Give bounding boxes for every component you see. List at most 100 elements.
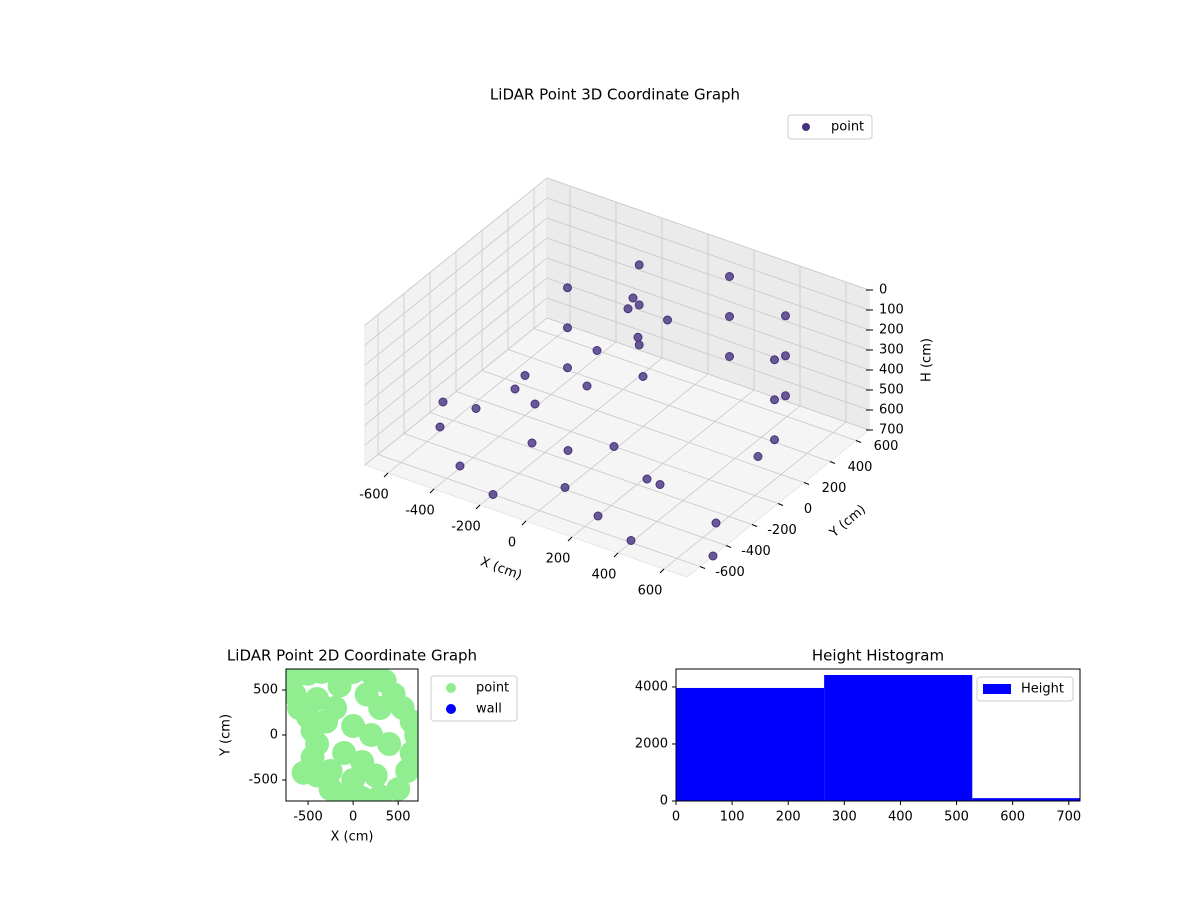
x-tick-label: 100 [720, 810, 745, 825]
x-tick-label: 0 [672, 810, 680, 825]
point [623, 304, 633, 314]
point [471, 404, 481, 413]
point [404, 723, 418, 747]
z-tick-label: 300 [879, 343, 904, 358]
grid-line [546, 257, 870, 371]
y-tick-label: 0 [270, 728, 278, 743]
point [780, 311, 790, 321]
point [780, 391, 790, 401]
z-tick-label: 500 [879, 383, 904, 398]
z-tick-label: 700 [879, 423, 904, 438]
legend-box [787, 114, 873, 140]
grid-line [364, 177, 548, 326]
point [593, 511, 603, 521]
point [609, 442, 619, 451]
x-tick-label: 0 [349, 810, 357, 825]
chart-title: LiDAR Point 2D Coordinate Graph [227, 647, 477, 665]
legend-patch [983, 684, 1011, 694]
x-tick-label: -500 [293, 810, 323, 825]
point [377, 732, 402, 757]
y-tick-label: 500 [253, 682, 278, 697]
grid-line [429, 412, 753, 525]
y-tick-label: 2000 [635, 736, 668, 751]
point [770, 355, 779, 365]
point [286, 682, 307, 707]
x-tick-label: -200 [451, 520, 481, 535]
point [359, 723, 384, 747]
y-axis-label: Y (cm) [219, 714, 234, 757]
point [725, 312, 734, 321]
y-tick [855, 440, 862, 443]
chart-title: LiDAR Point 3D Coordinate Graph [490, 86, 740, 104]
y-tick [725, 545, 732, 548]
grid-line [364, 237, 548, 386]
y-tick-label: -500 [248, 773, 278, 788]
z-tick-label: 200 [879, 323, 904, 338]
x-tick [521, 520, 527, 526]
point [395, 759, 418, 784]
x-tick [613, 552, 619, 558]
y-tick [803, 482, 810, 485]
grid-line [364, 277, 548, 426]
y-tick-label: -400 [741, 544, 771, 559]
point [332, 741, 357, 766]
legend-label: wall [476, 702, 502, 717]
y-tick-label: -600 [715, 565, 745, 580]
point [663, 315, 672, 325]
y-tick-label: 0 [804, 502, 812, 517]
plot-area [286, 669, 418, 801]
point [327, 673, 352, 698]
z-tick-label: 600 [879, 403, 904, 418]
axes-hist: 0 100 200 300 400 500 600 700 0 2000 4000 Height Hi… [635, 647, 1081, 825]
point [354, 682, 379, 707]
point [626, 536, 636, 545]
legend-label: point [476, 681, 509, 696]
axes-frame [675, 668, 1081, 802]
point [435, 422, 445, 432]
point [314, 709, 339, 734]
x-tick [383, 472, 389, 478]
y-tick-label: 600 [874, 439, 899, 454]
point [634, 300, 644, 310]
point [770, 435, 779, 445]
point [363, 763, 388, 788]
x-tick-label: 400 [592, 568, 617, 583]
y-tick [699, 566, 706, 569]
x-tick-label: 400 [888, 810, 913, 825]
x-tick [475, 504, 481, 510]
x-tick [659, 568, 665, 574]
grid-line [364, 317, 548, 466]
y-tick [829, 461, 836, 464]
point [368, 784, 393, 801]
bar [972, 798, 1080, 801]
point [655, 480, 665, 489]
x-tick-label: 300 [832, 810, 857, 825]
x-tick-label: -400 [405, 504, 435, 519]
grid-line [481, 370, 805, 483]
point [628, 293, 638, 303]
legend-marker [446, 704, 456, 714]
x-tick-label: 200 [776, 810, 801, 825]
grid-line [546, 217, 870, 331]
grid-line [546, 197, 870, 311]
y-tick [777, 503, 784, 506]
point [341, 713, 366, 738]
grid-line [546, 237, 870, 351]
grid-line [377, 454, 701, 567]
grid-line [533, 328, 857, 441]
grid-line [546, 297, 870, 411]
grid-line [546, 177, 870, 291]
legend-label: point [831, 120, 864, 135]
point [711, 518, 721, 528]
point [530, 399, 540, 409]
grid-line [364, 197, 548, 346]
x-tick-label: 500 [944, 810, 969, 825]
point [582, 381, 592, 391]
y-tick-label: 4000 [635, 679, 668, 694]
legend-marker [802, 123, 810, 131]
grid-line [546, 277, 870, 391]
point [527, 438, 537, 448]
point [438, 397, 448, 407]
point [725, 272, 734, 281]
